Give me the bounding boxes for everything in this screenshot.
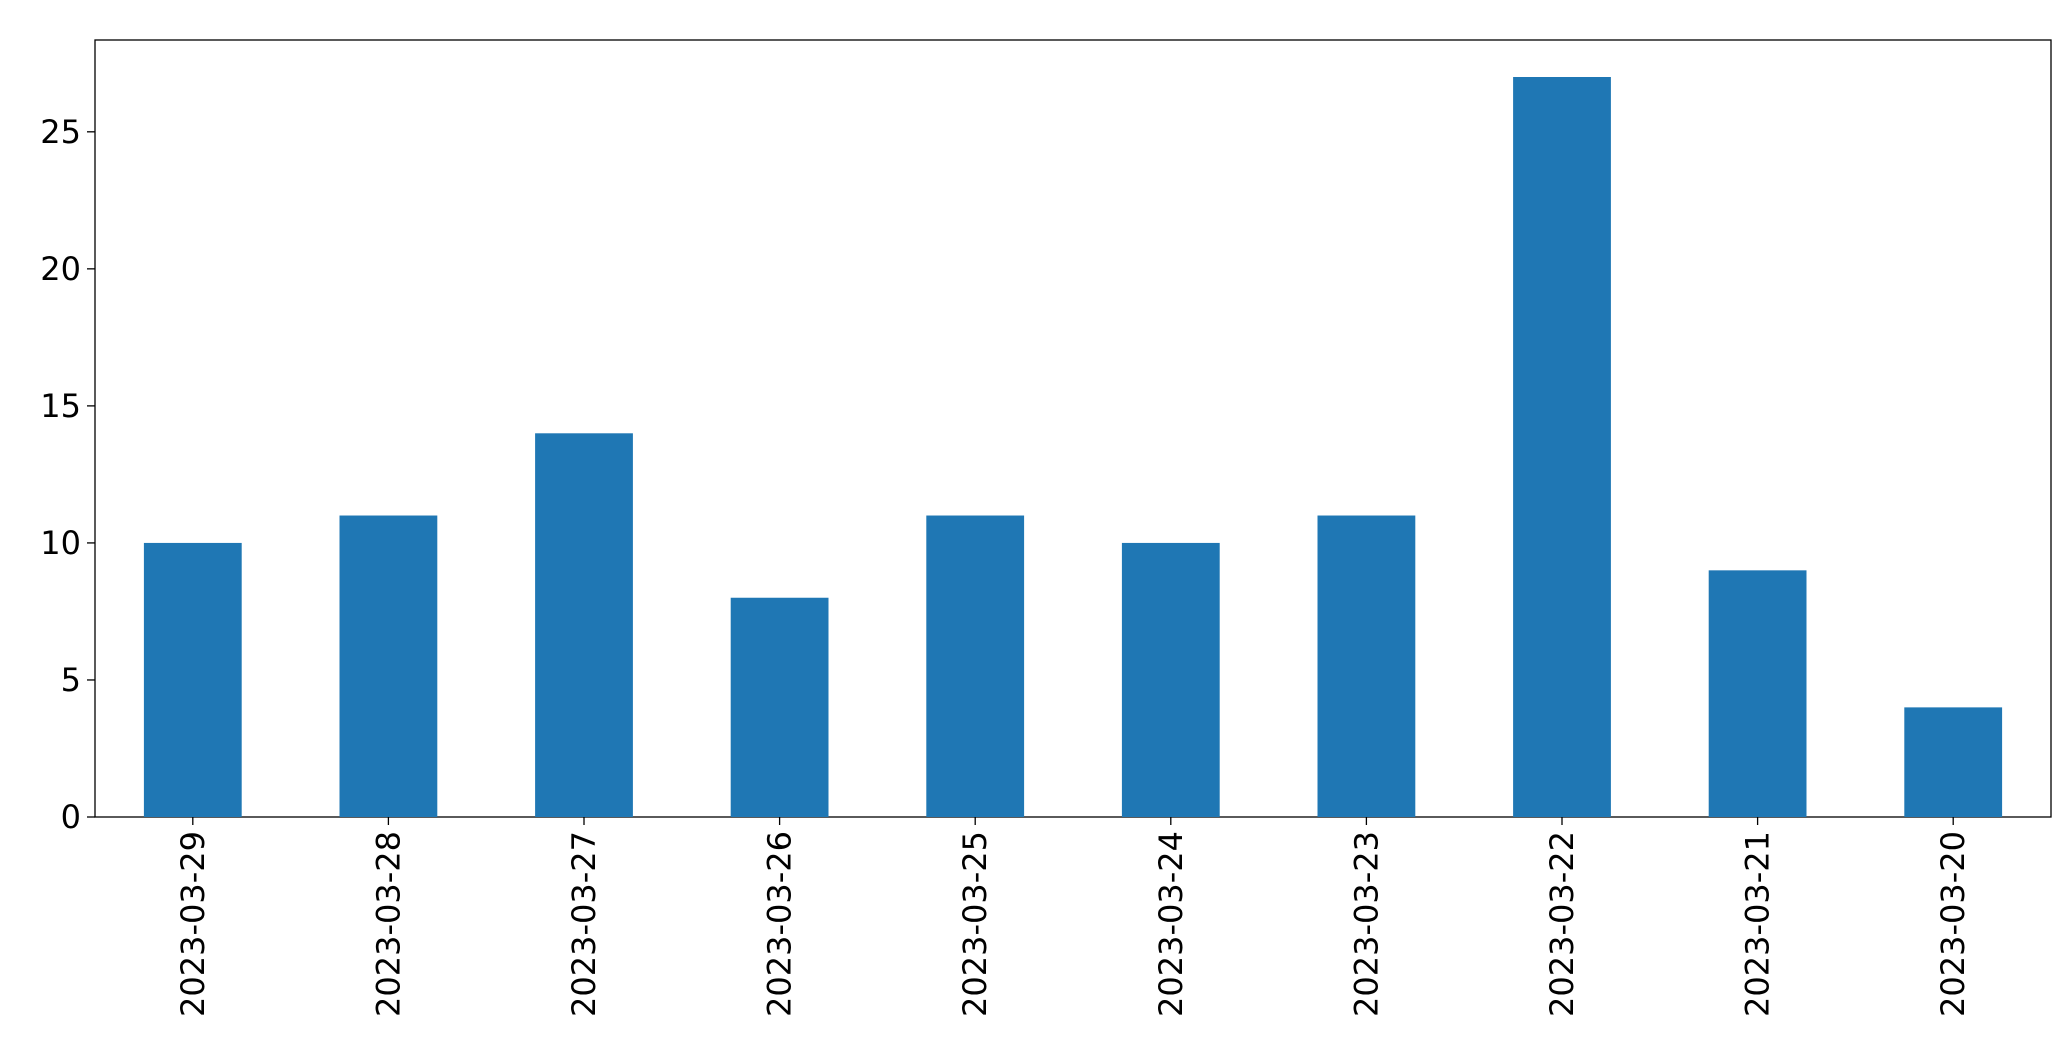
x-tick-label: 2023-03-25 xyxy=(956,831,994,1017)
bar xyxy=(339,515,438,817)
x-tick-label: 2023-03-21 xyxy=(1739,831,1777,1017)
bar xyxy=(1317,515,1416,817)
x-tick-label: 2023-03-26 xyxy=(761,831,799,1017)
bar xyxy=(926,515,1025,817)
x-tick-label: 2023-03-24 xyxy=(1152,831,1190,1017)
x-tick-label: 2023-03-20 xyxy=(1934,831,1972,1017)
bar xyxy=(1708,570,1807,817)
bar xyxy=(730,597,829,817)
y-tick-label: 5 xyxy=(61,661,81,699)
bar xyxy=(1121,542,1220,817)
x-tick-label: 2023-03-28 xyxy=(369,831,407,1017)
y-tick-label: 0 xyxy=(61,798,81,836)
bar xyxy=(143,542,242,817)
bar xyxy=(1513,77,1611,817)
y-tick-label: 10 xyxy=(40,524,81,562)
bar xyxy=(1904,707,2003,817)
plot-frame xyxy=(94,39,2052,818)
x-tick-label: 2023-03-27 xyxy=(565,831,603,1017)
x-tick-label: 2023-03-23 xyxy=(1347,831,1385,1017)
y-tick-label: 20 xyxy=(40,250,81,288)
x-tick-label: 2023-03-22 xyxy=(1543,831,1581,1017)
y-tick-label: 15 xyxy=(40,387,81,425)
y-tick-label: 25 xyxy=(40,113,81,151)
x-tick-label: 2023-03-29 xyxy=(174,831,212,1017)
bar xyxy=(535,433,633,817)
